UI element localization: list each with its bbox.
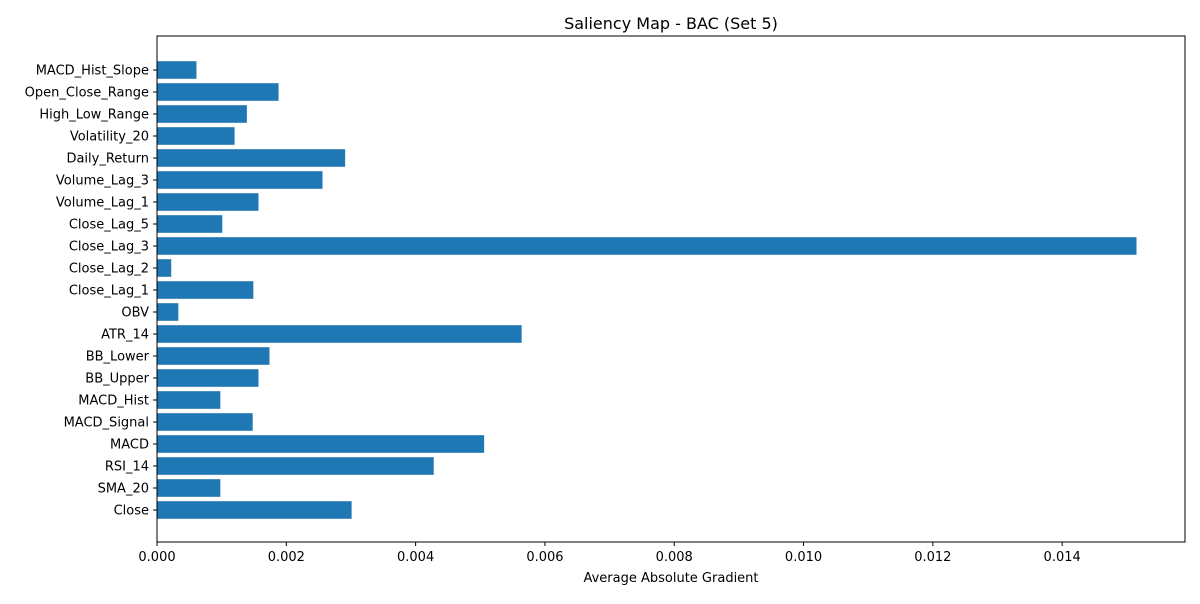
chart-title: Saliency Map - BAC (Set 5) xyxy=(564,14,778,33)
bar-bb-upper xyxy=(157,369,259,387)
bar-rsi-14 xyxy=(157,457,434,475)
y-tick-label: BB_Lower xyxy=(86,350,150,365)
x-axis-label: Average Absolute Gradient xyxy=(583,571,758,586)
y-tick-label: Close_Lag_3 xyxy=(69,240,149,255)
y-tick-label: Daily_Return xyxy=(66,152,149,167)
bar-atr-14 xyxy=(157,325,522,343)
bar-open-close-range xyxy=(157,83,279,101)
x-tick-label: 0.002 xyxy=(268,550,305,565)
x-tick-label: 0.014 xyxy=(1044,550,1081,565)
y-tick-label: OBV xyxy=(121,306,149,321)
bar-close-lag-1 xyxy=(157,281,254,299)
plot-frame xyxy=(156,35,1186,543)
y-tick-label: SMA_20 xyxy=(98,482,149,497)
y-tick-label: Close_Lag_5 xyxy=(69,218,149,233)
x-tick-label: 0.008 xyxy=(656,550,693,565)
bar-sma-20 xyxy=(157,479,221,497)
bar-volume-lag-3 xyxy=(157,171,323,189)
y-tick-label: Volume_Lag_1 xyxy=(56,196,149,211)
x-tick-label: 0.010 xyxy=(785,550,822,565)
y-tick-label: MACD_Hist xyxy=(78,394,149,409)
x-tick-label: 0.006 xyxy=(526,550,563,565)
x-tick-label: 0.012 xyxy=(914,550,951,565)
y-tick-label: High_Low_Range xyxy=(39,108,149,123)
bar-close-lag-2 xyxy=(157,259,172,277)
bar-obv xyxy=(157,303,179,321)
bar-close xyxy=(157,501,352,519)
y-tick-label: BB_Upper xyxy=(85,372,149,387)
y-tick-label: Volatility_20 xyxy=(70,130,149,145)
bars-layer xyxy=(157,61,1137,519)
bar-macd-hist xyxy=(157,391,221,409)
bar-high-low-range xyxy=(157,105,247,123)
x-tick-label: 0.004 xyxy=(397,550,434,565)
y-tick-label: Close_Lag_1 xyxy=(69,284,149,299)
y-tick-label: RSI_14 xyxy=(105,460,149,475)
bar-close-lag-3 xyxy=(157,237,1137,255)
x-axis: 0.000 0.002 0.004 0.006 0.008 0.010 0.012 0.014 xyxy=(138,542,1081,565)
bar-volume-lag-1 xyxy=(157,193,259,211)
bar-bb-lower xyxy=(157,347,270,365)
bar-close-lag-5 xyxy=(157,215,223,233)
y-axis: Close SMA_20 RSI_14 MACD MACD_Signal MACD_His… xyxy=(25,64,157,519)
y-tick-label: Open_Close_Range xyxy=(25,86,149,101)
y-tick-label: MACD_Hist_Slope xyxy=(36,64,149,79)
bar-volatility-20 xyxy=(157,127,235,145)
bar-macd xyxy=(157,435,485,453)
y-tick-label: Volume_Lag_3 xyxy=(56,174,149,189)
x-tick-label: 0.000 xyxy=(138,550,175,565)
y-tick-label: MACD_Signal xyxy=(64,416,149,431)
y-tick-label: Close_Lag_2 xyxy=(69,262,149,277)
bar-macd-hist-slope xyxy=(157,61,197,79)
y-tick-label: ATR_14 xyxy=(101,328,149,343)
y-tick-label: MACD xyxy=(110,438,149,453)
bar-macd-signal xyxy=(157,413,253,431)
y-tick-label: Close xyxy=(114,504,149,519)
bar-daily-return xyxy=(157,149,346,167)
